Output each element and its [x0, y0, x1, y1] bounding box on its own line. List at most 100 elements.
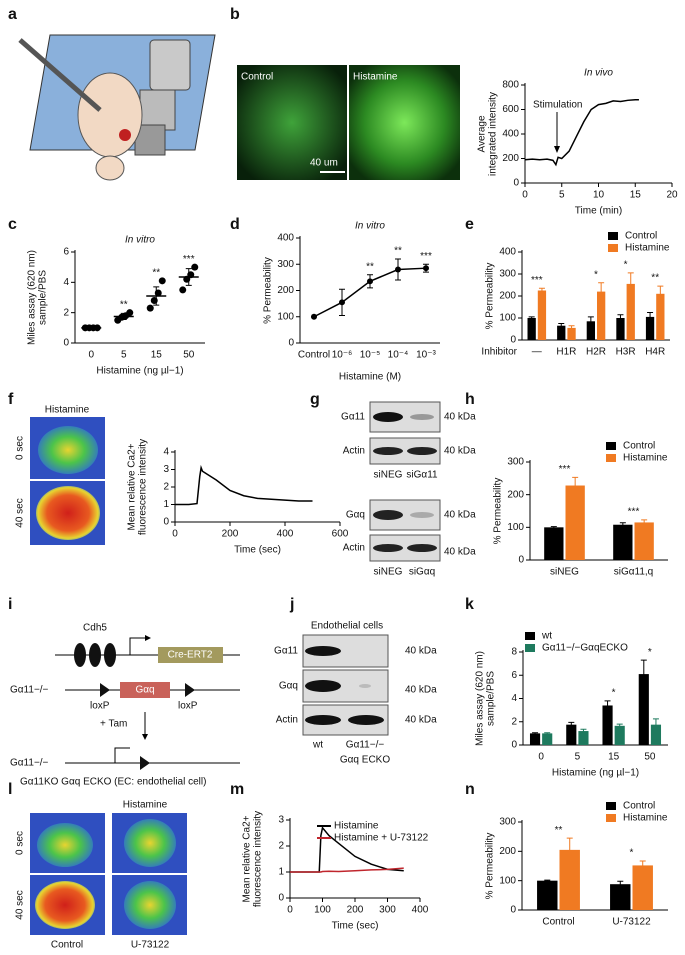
x-tick-label: 0: [88, 350, 94, 361]
significance-label: ***: [531, 275, 543, 286]
bar: [632, 865, 653, 910]
legend-label: Control: [623, 441, 655, 452]
y-tick-label: 300: [507, 457, 524, 468]
significance-label: **: [651, 273, 659, 284]
chart-title: In vivo: [584, 68, 613, 79]
legend-label: Histamine: [623, 813, 668, 824]
point: [126, 309, 134, 317]
error-bar: [395, 258, 401, 281]
x-tick-label: U-73122: [612, 917, 651, 928]
panel-label: e: [465, 216, 474, 233]
line: [524, 98, 639, 167]
blot-label: Gαq: [279, 681, 298, 692]
panel-g-blots: Gα11 Actin siNEG siGα11 Gαq Actin siNEG …: [341, 401, 476, 578]
bar: [542, 733, 553, 745]
legend-swatch: [608, 232, 618, 240]
significance-label: ***: [559, 464, 571, 475]
y-tick-label: 1: [163, 499, 169, 510]
y-tick-label: 100: [277, 311, 294, 322]
x-tick-label: H4R: [645, 347, 665, 358]
y-axis-label: Mean relative Ca2+: [242, 815, 253, 902]
x-tick-label: H1R: [556, 347, 576, 358]
error-bar: [550, 526, 557, 529]
error-bar: [640, 659, 647, 689]
x-axis-label: Histamine (ng µl−1): [96, 366, 183, 377]
x-tick-label: 0: [538, 752, 544, 763]
panel-label: g: [310, 391, 320, 408]
y-tick-label: 100: [507, 522, 524, 533]
y-tick-label: 300: [277, 259, 294, 270]
error-bar: [598, 282, 605, 301]
panel-label: i: [8, 596, 12, 613]
scale-bar-label: 40 um: [310, 158, 338, 169]
point: [191, 263, 199, 271]
panel-j-blots: Endothelial cells Gα11 Gαq Actin 40 kDa …: [274, 621, 437, 766]
row-label: 40 sec: [15, 498, 26, 527]
x-tick-label: 5: [559, 190, 565, 201]
blot-title: Endothelial cells: [311, 621, 383, 632]
error-bar: [566, 837, 573, 863]
bar: [656, 293, 665, 340]
error-bar: [367, 274, 373, 289]
y-tick-label: 400: [499, 247, 516, 258]
allele-label: Gα11−/−: [10, 685, 49, 696]
legend-label: Histamine: [625, 243, 670, 254]
bar: [537, 290, 547, 340]
legend-swatch: [525, 632, 535, 640]
promoter-label: Cdh5: [83, 623, 107, 634]
category-axis-label: Inhibitor: [481, 347, 517, 358]
error-bar: [619, 522, 626, 528]
y-tick-label: 6: [63, 247, 69, 258]
y-tick-label: 300: [499, 817, 516, 828]
panel-label: d: [230, 216, 240, 233]
size-label: 40 kDa: [405, 715, 437, 726]
legend-label: wt: [541, 631, 552, 642]
bar: [566, 724, 577, 745]
bar: [650, 724, 662, 745]
x-tick-label: 10⁻⁴: [388, 350, 409, 361]
x-tick-label: 400: [277, 529, 294, 540]
panel-l-images: Histamine 0 sec 40 sec Control U-73122: [15, 800, 187, 951]
y-tick-label: 4: [511, 693, 517, 704]
panel-i-diagram: Cdh5 Cre-ERT2 Gα11−/− Gαq loxP loxP + Ta…: [10, 623, 240, 788]
x-tick-label: 400: [412, 905, 429, 916]
y-tick-label: 2: [63, 307, 69, 318]
x-tick-label: 200: [347, 905, 364, 916]
x-tick-label: —: [532, 347, 542, 358]
error-bar: [617, 314, 624, 322]
bar: [610, 884, 631, 910]
error-bar: [616, 723, 623, 729]
legend-label: Control: [625, 231, 657, 242]
y-tick-label: 200: [277, 285, 294, 296]
y-axis-label: sample/PBS: [38, 270, 49, 325]
panel-label: j: [289, 596, 294, 613]
loxp-label: loxP: [178, 701, 198, 712]
legend-swatch: [606, 442, 616, 450]
significance-label: **: [120, 299, 128, 310]
y-tick-label: 0: [513, 178, 519, 189]
y-tick-label: 200: [499, 846, 516, 857]
y-tick-label: 6: [511, 670, 517, 681]
x-axis-label: Time (min): [575, 206, 622, 217]
x-tick-label: H3R: [616, 347, 636, 358]
column-label: U-73122: [131, 940, 170, 951]
size-label: 40 kDa: [444, 412, 476, 423]
bar: [557, 325, 566, 340]
size-label: 40 kDa: [444, 547, 476, 558]
image-label: Control: [241, 72, 273, 83]
bar: [544, 527, 564, 560]
error-bar: [185, 268, 192, 286]
bar: [567, 327, 576, 340]
point: [158, 277, 166, 285]
bar: [529, 733, 541, 745]
y-tick-label: 0: [511, 740, 517, 751]
blot-label: Actin: [343, 543, 365, 554]
panel-a-illustration: [18, 34, 216, 181]
bar: [527, 318, 536, 340]
legend-swatch: [606, 802, 616, 810]
bar: [634, 522, 654, 560]
legend-label: Histamine: [334, 821, 379, 832]
y-axis-label: fluorescence intensity: [253, 811, 264, 907]
bar: [613, 524, 633, 560]
x-tick-label: siGα11,q: [614, 567, 654, 578]
